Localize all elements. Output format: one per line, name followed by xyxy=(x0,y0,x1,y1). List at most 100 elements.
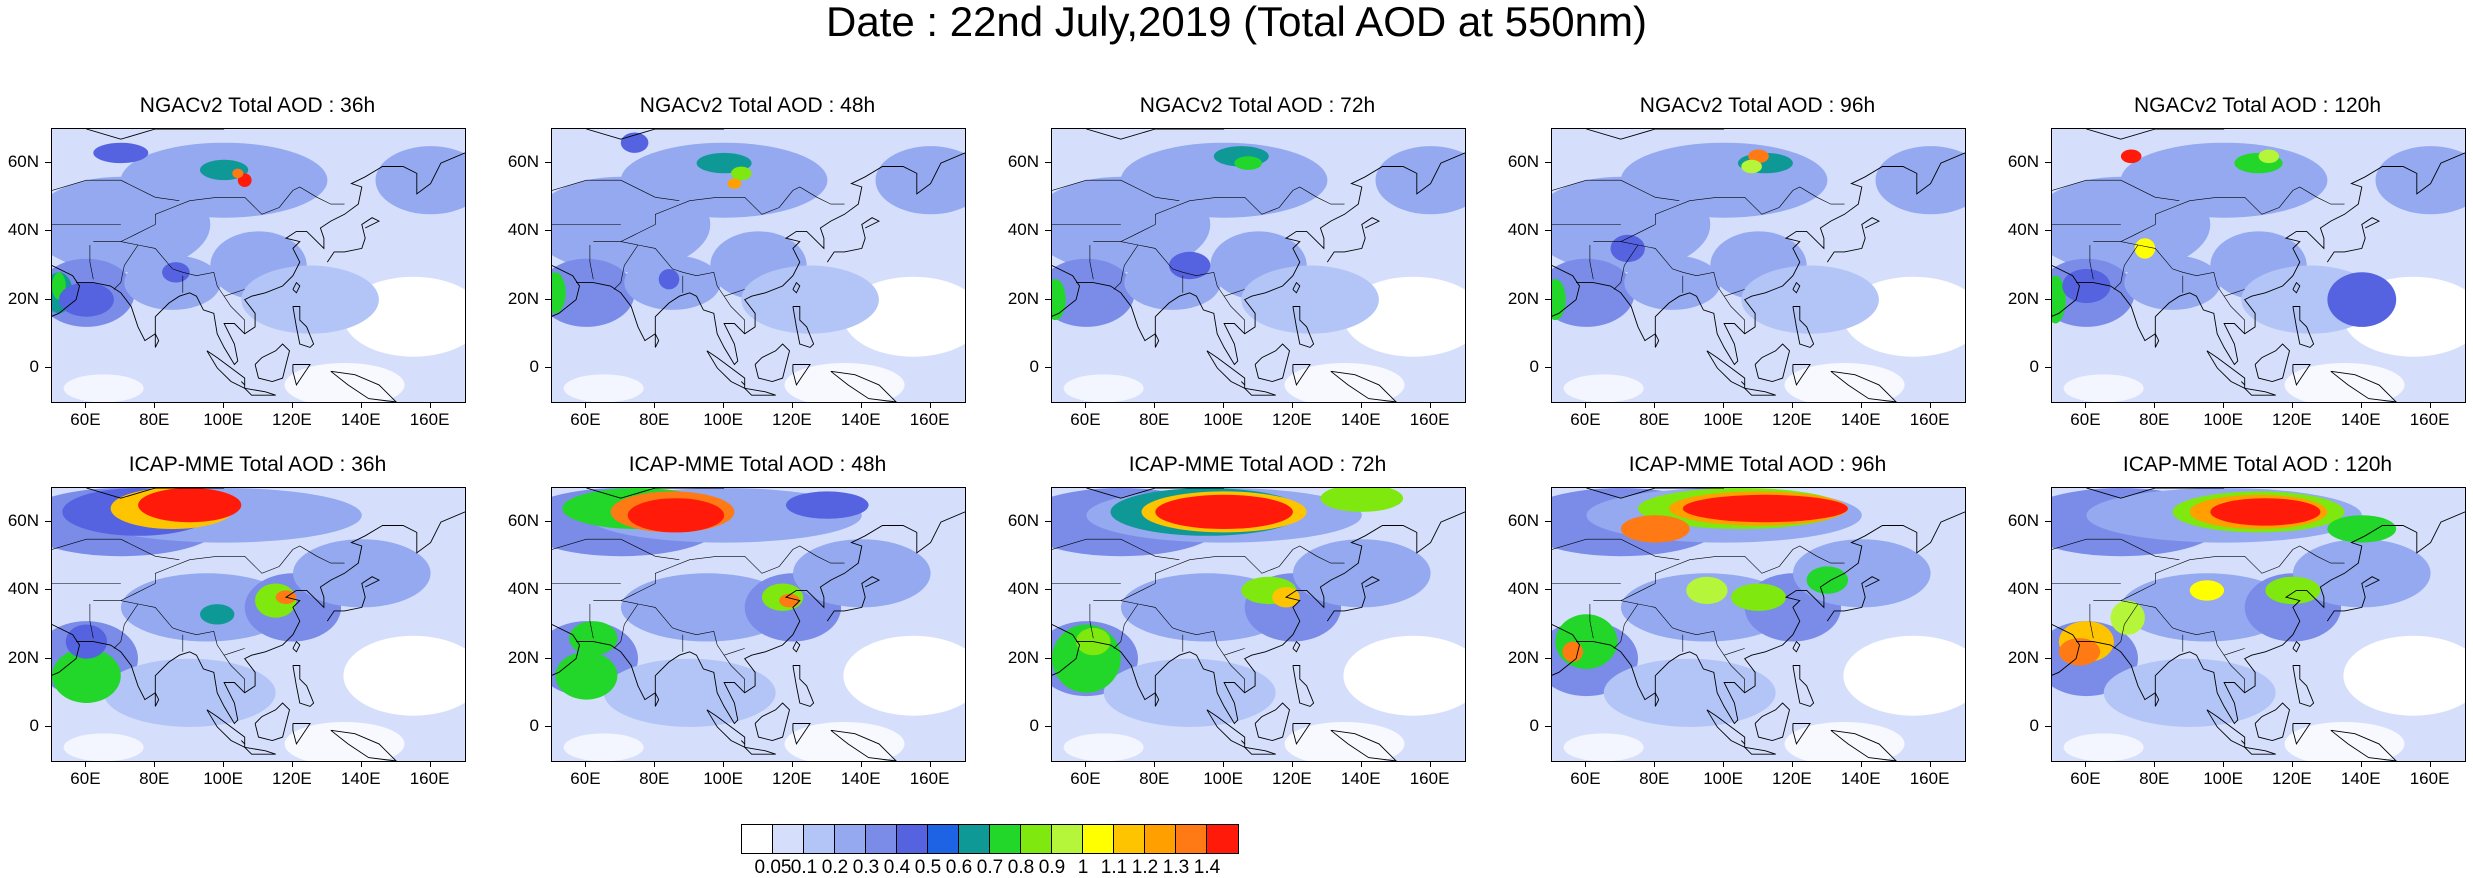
colorbar-label: 0.05 xyxy=(754,857,792,878)
lat-tick xyxy=(2045,298,2051,300)
lat-tick xyxy=(2045,162,2051,164)
lat-tick-label: 40N xyxy=(7,579,39,599)
lon-tick xyxy=(2085,761,2087,767)
lat-tick-label: 20N xyxy=(1007,288,1039,308)
lat-tick xyxy=(545,589,551,591)
lon-tick xyxy=(2223,761,2225,767)
lon-tick xyxy=(1929,402,1931,408)
lon-tick xyxy=(291,402,293,408)
lon-tick-label: 120E xyxy=(1272,410,1312,429)
lat-tick-label: 20N xyxy=(2007,288,2039,308)
lon-tick-label: 80E xyxy=(139,410,170,429)
lon-tick-label: 80E xyxy=(2139,769,2170,788)
aod-map-panel xyxy=(551,487,966,762)
colorbar-label: 0.6 xyxy=(945,857,973,878)
lat-tick-label: 20N xyxy=(1507,288,1539,308)
lat-tick-label: 0 xyxy=(29,715,39,735)
lat-tick-label: 60N xyxy=(7,511,39,531)
lon-tick xyxy=(1291,761,1293,767)
lon-tick xyxy=(1360,761,1362,767)
colorbar-swatch xyxy=(1114,825,1145,853)
figure-title: Date : 22nd July,2019 (Total AOD at 550n… xyxy=(825,0,1647,45)
colorbar-label: 0.4 xyxy=(883,857,911,878)
lon-tick xyxy=(429,402,431,408)
lat-tick-label: 20N xyxy=(507,288,539,308)
lat-tick-label: 60N xyxy=(507,511,539,531)
colorbar-swatch xyxy=(1207,825,1238,853)
lon-tick-label: 140E xyxy=(340,410,381,429)
panel-title: NGACv2 Total AOD : 120h xyxy=(2133,94,2382,117)
lon-tick xyxy=(429,761,431,767)
lon-tick-label: 120E xyxy=(772,769,812,788)
lon-tick xyxy=(85,402,87,408)
lat-tick xyxy=(2045,725,2051,727)
lon-tick xyxy=(154,761,156,767)
aod-map-panel xyxy=(1551,128,1966,403)
lon-tick-label: 140E xyxy=(840,769,881,788)
lat-tick xyxy=(1045,589,1051,591)
lon-tick-label: 100E xyxy=(703,769,743,788)
lon-tick-label: 160E xyxy=(909,410,950,429)
lon-tick xyxy=(1585,402,1587,408)
lon-tick xyxy=(723,402,725,408)
lon-tick xyxy=(2085,402,2087,408)
lat-tick xyxy=(545,230,551,232)
lon-tick-label: 60E xyxy=(570,769,601,788)
colorbar-swatch xyxy=(990,825,1021,853)
lon-tick-label: 60E xyxy=(70,410,101,429)
lon-tick-label: 60E xyxy=(1570,769,1601,788)
colorbar-label: 1.4 xyxy=(1193,857,1221,878)
lat-tick xyxy=(545,725,551,727)
lon-tick xyxy=(1085,761,1087,767)
colorbar-swatch xyxy=(835,825,866,853)
colorbar-swatch xyxy=(928,825,959,853)
lat-tick xyxy=(1045,366,1051,368)
lon-tick xyxy=(85,761,87,767)
lon-tick xyxy=(1429,402,1431,408)
lon-tick xyxy=(1154,761,1156,767)
lon-tick xyxy=(1291,402,1293,408)
lat-tick-label: 40N xyxy=(1507,579,1539,599)
colorbar-label: 0.5 xyxy=(914,857,942,878)
lon-tick-label: 120E xyxy=(2272,410,2312,429)
colorbar-swatch xyxy=(1145,825,1176,853)
lat-tick xyxy=(45,657,51,659)
lat-tick-label: 40N xyxy=(7,220,39,240)
lat-tick xyxy=(45,589,51,591)
colorbar-swatch xyxy=(773,825,804,853)
lon-tick-label: 140E xyxy=(1340,769,1381,788)
colorbar-swatch xyxy=(959,825,990,853)
lat-tick xyxy=(545,366,551,368)
lat-tick-label: 40N xyxy=(1507,220,1539,240)
colorbar-swatch xyxy=(804,825,835,853)
lon-tick-label: 80E xyxy=(1639,410,1670,429)
lon-tick-label: 100E xyxy=(2203,769,2243,788)
lon-tick-label: 60E xyxy=(1570,410,1601,429)
lon-tick xyxy=(360,761,362,767)
lon-tick xyxy=(1654,402,1656,408)
lat-tick xyxy=(1545,657,1551,659)
lat-tick-label: 0 xyxy=(1029,715,1039,735)
lon-tick-label: 100E xyxy=(2203,410,2243,429)
lon-tick xyxy=(1223,761,1225,767)
lon-tick-label: 60E xyxy=(70,769,101,788)
lon-tick xyxy=(2429,402,2431,408)
colorbar-label: 0.3 xyxy=(852,857,880,878)
lat-tick xyxy=(1045,162,1051,164)
lat-tick xyxy=(2045,521,2051,523)
lat-tick xyxy=(1045,521,1051,523)
aod-map-panel xyxy=(51,487,466,762)
aod-map-panel xyxy=(2051,128,2466,403)
lon-tick-label: 160E xyxy=(1909,769,1950,788)
lon-tick-label: 120E xyxy=(1772,769,1812,788)
lat-tick-label: 0 xyxy=(529,356,539,376)
lat-tick-label: 20N xyxy=(7,288,39,308)
colorbar-label: 1.2 xyxy=(1131,857,1159,878)
lon-tick xyxy=(1654,761,1656,767)
lon-tick-label: 140E xyxy=(340,769,381,788)
lat-tick-label: 40N xyxy=(1007,579,1039,599)
lon-tick-label: 100E xyxy=(1703,769,1743,788)
lat-tick-label: 40N xyxy=(1007,220,1039,240)
aod-map-panel xyxy=(1051,128,1466,403)
lon-tick xyxy=(929,761,931,767)
